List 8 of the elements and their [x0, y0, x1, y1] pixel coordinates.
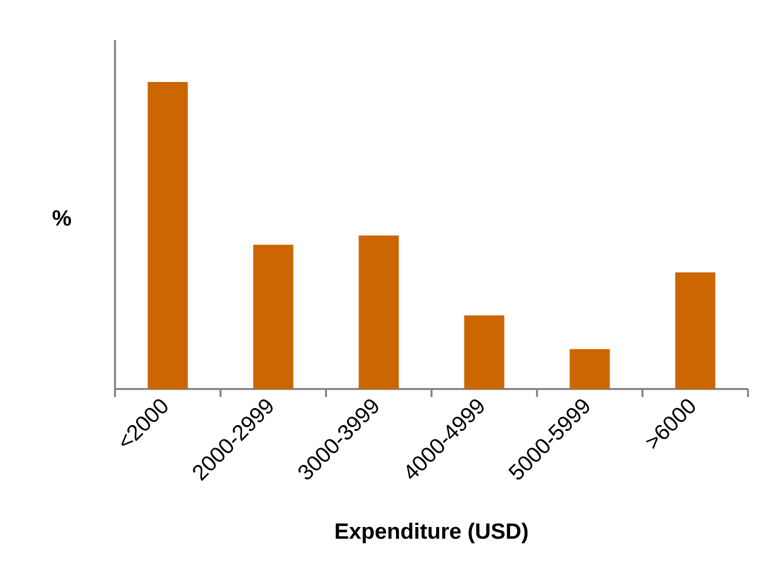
bar	[253, 244, 294, 389]
bar	[358, 236, 399, 389]
bar	[675, 272, 716, 389]
y-axis-title: %	[52, 210, 72, 226]
x-axis-title: Expenditure (USD)	[336, 522, 528, 544]
bar	[570, 349, 610, 389]
bar	[464, 315, 504, 389]
bar	[148, 82, 188, 389]
